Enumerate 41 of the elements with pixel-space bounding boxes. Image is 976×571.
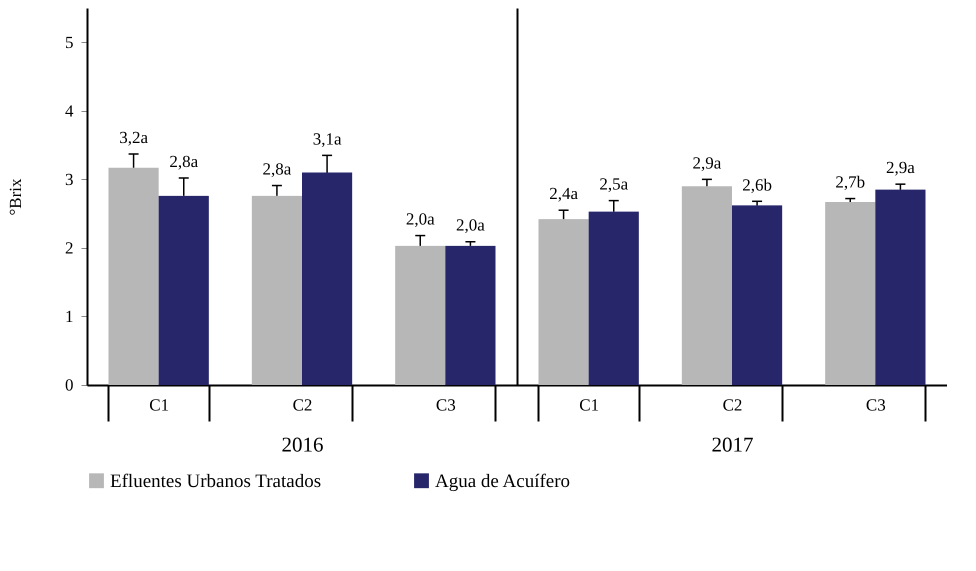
y-tick-label: 1 (65, 306, 74, 326)
x-axis-title: 2016 (282, 432, 324, 456)
x-axis-title: 2017 (712, 432, 754, 456)
data-label: 2,0a (406, 210, 436, 229)
bar (252, 196, 302, 385)
data-label: 3,2a (119, 128, 148, 147)
x-tick-label: C2 (292, 396, 312, 414)
data-label: 3,1a (312, 129, 342, 148)
y-tick-label: 0 (65, 376, 74, 394)
x-tick-label: C1 (149, 396, 170, 414)
legend-label: Agua de Acuífero (435, 470, 570, 492)
bar (395, 246, 446, 385)
bar (588, 212, 639, 385)
x-tick-label: C3 (436, 396, 456, 414)
data-label: 2,0a (456, 216, 486, 235)
x-tick-label: C3 (866, 396, 886, 414)
bar (445, 246, 496, 385)
data-label: 2,4a (549, 184, 578, 204)
x-tick-label: C1 (579, 396, 600, 414)
y-tick-label: 4 (65, 101, 74, 120)
data-label: 2,7b (835, 172, 866, 192)
y-tick-label: 2 (65, 238, 74, 258)
bar (538, 219, 589, 385)
bar (825, 202, 876, 385)
bar (682, 186, 732, 385)
data-label: 2,5a (599, 174, 629, 194)
y-tick-label: 3 (65, 170, 74, 189)
data-label: 2,9a (692, 153, 722, 172)
bar (108, 168, 159, 385)
data-label: 2,8a (262, 160, 292, 179)
bar (875, 190, 926, 385)
data-label: 2,8a (169, 152, 199, 171)
x-tick-label: C2 (722, 396, 742, 414)
y-tick-label: 5 (65, 32, 74, 52)
data-label: 2,6b (742, 175, 772, 194)
bar (732, 205, 782, 385)
y-axis-title: °Brix (6, 178, 25, 216)
bar (302, 172, 352, 385)
data-label: 2,9a (886, 158, 916, 178)
legend-label: Efluentes Urbanos Tratados (110, 470, 322, 492)
bar (158, 196, 209, 385)
